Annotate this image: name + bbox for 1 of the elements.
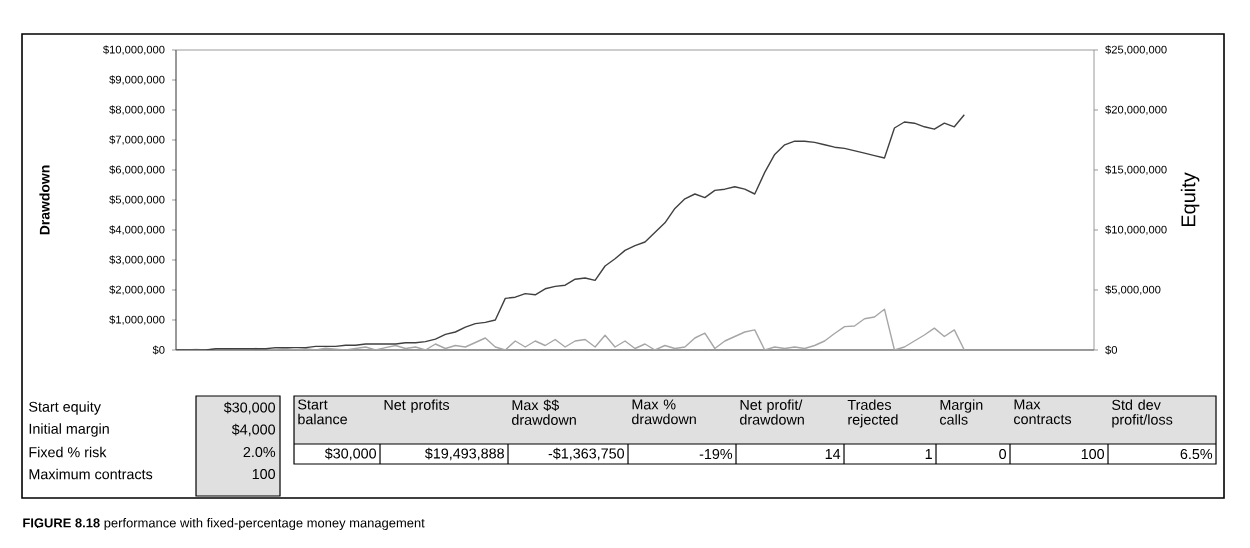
y2-axis-title: Equity [1180,172,1200,227]
